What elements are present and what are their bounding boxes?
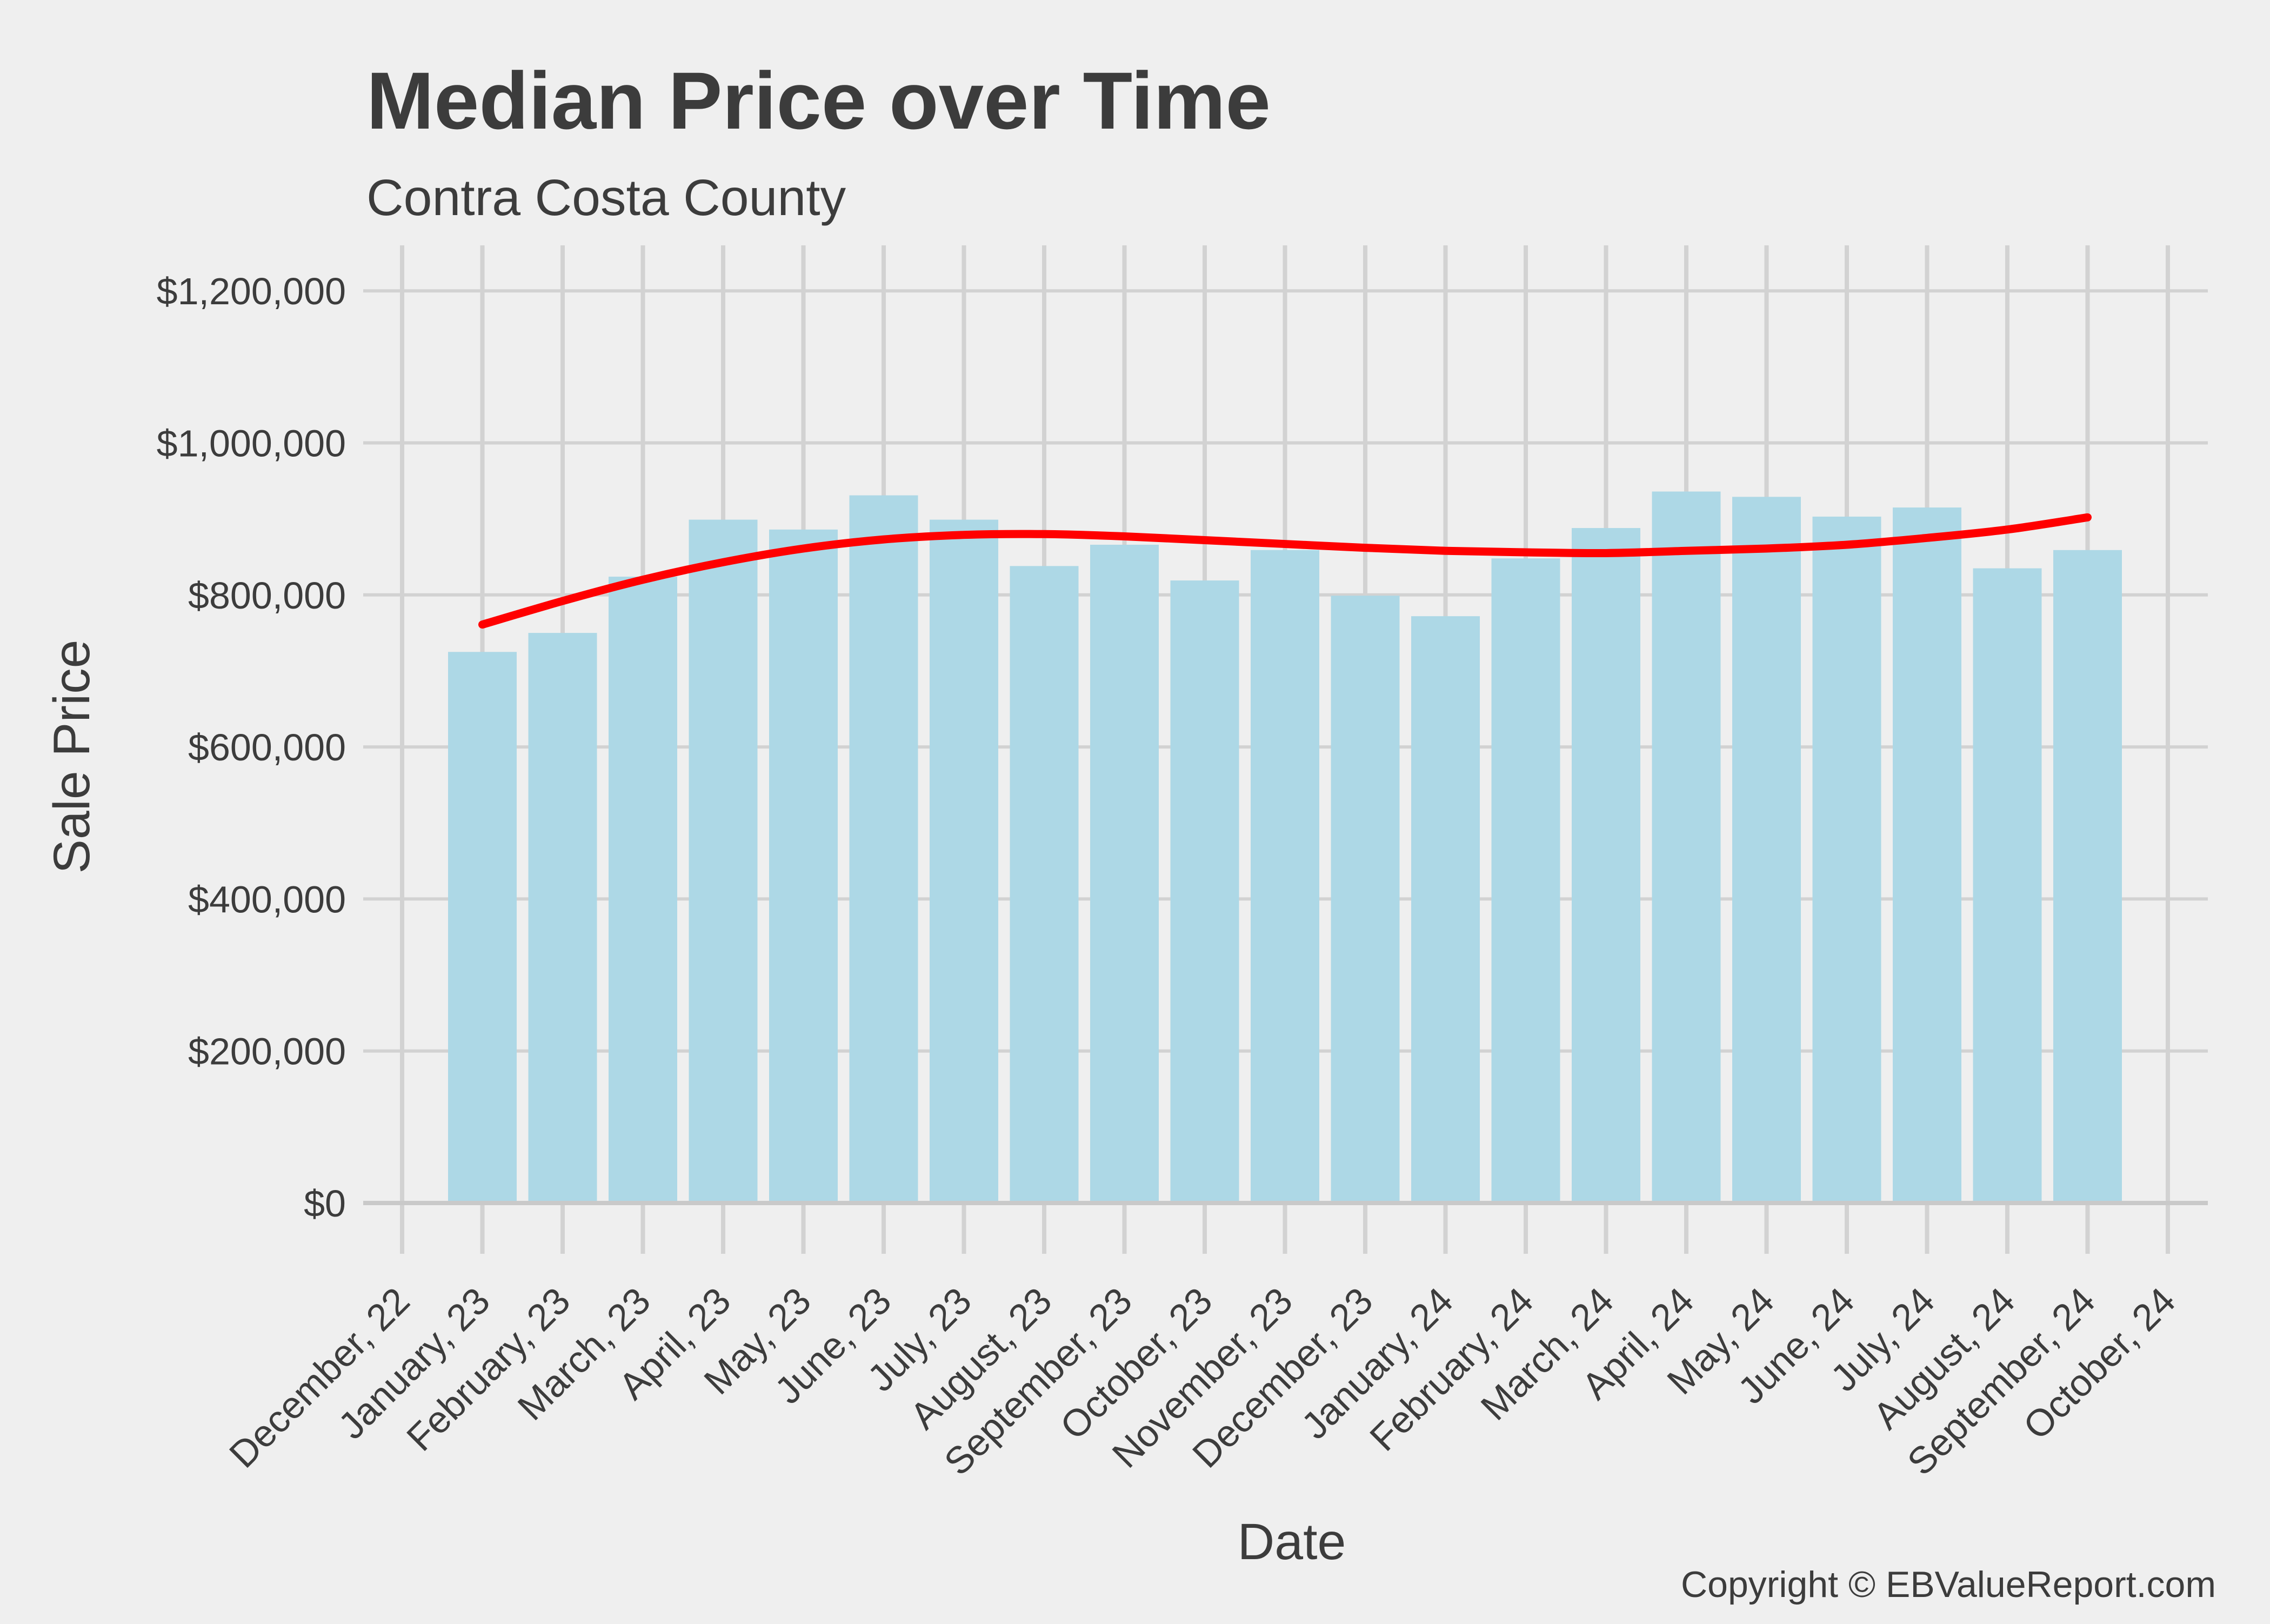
bar <box>1812 516 1881 1204</box>
bar <box>930 519 998 1203</box>
trend-line-layer <box>478 513 2092 629</box>
bar <box>1491 558 1560 1203</box>
bar <box>1411 616 1480 1203</box>
bar-series <box>448 491 2122 1204</box>
y-tick-label: $400,000 <box>188 878 346 920</box>
y-tick-label: $200,000 <box>188 1031 346 1073</box>
bar <box>1010 566 1079 1203</box>
bar <box>528 633 597 1203</box>
trend-line <box>478 513 2092 629</box>
y-axis-title: Sale Price <box>43 640 101 874</box>
chart-title: Median Price over Time <box>366 55 1271 146</box>
bar <box>1251 550 1319 1203</box>
bar <box>1893 507 1961 1203</box>
bar <box>1572 528 1640 1203</box>
y-tick-label: $600,000 <box>188 726 346 768</box>
bar <box>1170 580 1239 1203</box>
bar <box>448 652 517 1203</box>
y-tick-label: $0 <box>304 1182 346 1225</box>
bar <box>1652 491 1721 1203</box>
x-axis-title: Date <box>1238 1513 1346 1570</box>
bar <box>689 519 758 1203</box>
bar <box>2053 550 2122 1203</box>
copyright-text: Copyright © EBValueReport.com <box>1681 1564 2216 1605</box>
bar <box>1973 568 2042 1203</box>
y-tick-label: $1,000,000 <box>157 423 346 465</box>
y-tick-label: $800,000 <box>188 574 346 617</box>
bar <box>1331 596 1400 1203</box>
bar <box>1732 497 1801 1203</box>
bar <box>849 495 918 1203</box>
bar <box>1090 544 1159 1204</box>
bar <box>609 577 677 1203</box>
y-tick-label: $1,200,000 <box>157 270 346 312</box>
chart-subtitle: Contra Costa County <box>366 169 846 226</box>
bar <box>769 529 838 1203</box>
y-tick-labels: $0 $200,000 $400,000 $600,000 $800,000 $1,000… <box>157 270 346 1225</box>
